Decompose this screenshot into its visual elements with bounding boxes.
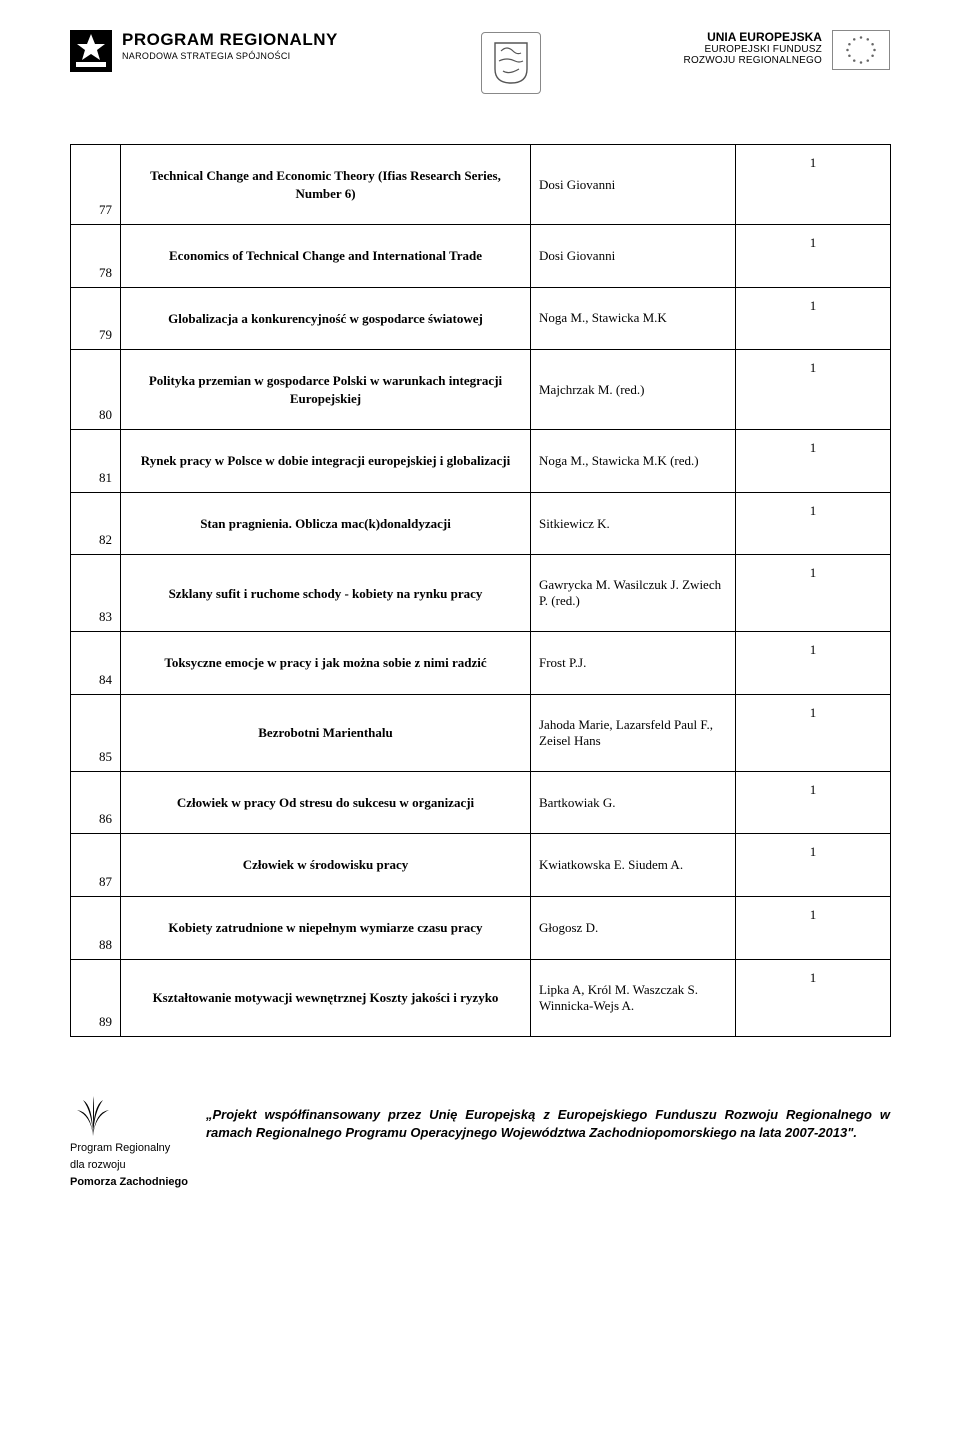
row-number: 81 [71,430,121,493]
row-number: 89 [71,959,121,1036]
row-title: Rynek pracy w Polsce w dobie integracji … [121,430,531,493]
data-table: 77Technical Change and Economic Theory (… [70,144,891,1037]
row-author: Lipka A, Król M. Waszczak S. Winnicka-We… [531,959,736,1036]
table-row: 87Człowiek w środowisku pracyKwiatkowska… [71,834,891,897]
table-row: 80Polityka przemian w gospodarce Polski … [71,350,891,430]
row-author: Gawrycka M. Wasilczuk J. Zwiech P. (red.… [531,555,736,632]
row-number: 78 [71,225,121,288]
program-regionalny-icon [70,30,112,72]
row-qty: 1 [736,834,891,897]
table-row: 89Kształtowanie motywacji wewnętrznej Ko… [71,959,891,1036]
header-right: UNIA EUROPEJSKA EUROPEJSKI FUNDUSZ ROZWO… [684,30,890,70]
footer-logo-line1: Program Regionalny [70,1142,170,1155]
header-subtitle: NARODOWA STRATEGIA SPÓJNOŚCI [122,51,338,61]
table-row: 77Technical Change and Economic Theory (… [71,145,891,225]
eu-title: UNIA EUROPEJSKA [684,30,822,44]
row-qty: 1 [736,771,891,834]
row-number: 86 [71,771,121,834]
row-qty: 1 [736,632,891,695]
row-qty: 1 [736,694,891,771]
row-qty: 1 [736,350,891,430]
row-title: Szklany sufit i ruchome schody - kobiety… [121,555,531,632]
row-number: 84 [71,632,121,695]
table-row: 79Globalizacja a konkurencyjność w gospo… [71,287,891,350]
row-qty: 1 [736,287,891,350]
row-title: Economics of Technical Change and Intern… [121,225,531,288]
row-number: 82 [71,492,121,555]
row-qty: 1 [736,959,891,1036]
row-qty: 1 [736,492,891,555]
coat-of-arms-icon [481,32,541,94]
leaf-icon [70,1092,116,1138]
footer-logo-line2: dla rozwoju [70,1159,126,1172]
row-title: Polityka przemian w gospodarce Polski w … [121,350,531,430]
row-title: Kształtowanie motywacji wewnętrznej Kosz… [121,959,531,1036]
row-title: Technical Change and Economic Theory (If… [121,145,531,225]
row-author: Frost P.J. [531,632,736,695]
table-row: 86Człowiek w pracy Od stresu do sukcesu … [71,771,891,834]
row-number: 87 [71,834,121,897]
row-number: 80 [71,350,121,430]
table-row: 78Economics of Technical Change and Inte… [71,225,891,288]
row-qty: 1 [736,145,891,225]
row-title: Globalizacja a konkurencyjność w gospoda… [121,287,531,350]
header-left-text: PROGRAM REGIONALNY NARODOWA STRATEGIA SP… [122,30,338,61]
footer-logo-line3: Pomorza Zachodniego [70,1176,188,1188]
row-number: 77 [71,145,121,225]
row-qty: 1 [736,555,891,632]
row-author: Noga M., Stawicka M.K [531,287,736,350]
table-row: 81Rynek pracy w Polsce w dobie integracj… [71,430,891,493]
table-row: 84Toksyczne emocje w pracy i jak można s… [71,632,891,695]
eu-sub1: EUROPEJSKI FUNDUSZ [684,44,822,55]
row-title: Kobiety zatrudnione w niepełnym wymiarze… [121,897,531,960]
row-author: Majchrzak M. (red.) [531,350,736,430]
row-author: Noga M., Stawicka M.K (red.) [531,430,736,493]
row-qty: 1 [736,897,891,960]
row-author: Bartkowiak G. [531,771,736,834]
footer-logo: Program Regionalny dla rozwoju Pomorza Z… [70,1092,188,1188]
row-title: Toksyczne emocje w pracy i jak można sob… [121,632,531,695]
row-author: Kwiatkowska E. Siudem A. [531,834,736,897]
eu-sub2: ROZWOJU REGIONALNEGO [684,55,822,66]
table-row: 83Szklany sufit i ruchome schody - kobie… [71,555,891,632]
row-author: Dosi Giovanni [531,145,736,225]
row-qty: 1 [736,225,891,288]
row-author: Jahoda Marie, Lazarsfeld Paul F., Zeisel… [531,694,736,771]
row-number: 83 [71,555,121,632]
table-row: 85Bezrobotni MarienthaluJahoda Marie, La… [71,694,891,771]
eu-flag-icon [832,30,890,70]
page-footer: Program Regionalny dla rozwoju Pomorza Z… [70,1092,890,1188]
row-title: Bezrobotni Marienthalu [121,694,531,771]
page-header: PROGRAM REGIONALNY NARODOWA STRATEGIA SP… [70,30,890,94]
row-author: Sitkiewicz K. [531,492,736,555]
table-row: 88Kobiety zatrudnione w niepełnym wymiar… [71,897,891,960]
row-number: 79 [71,287,121,350]
footer-text: „Projekt współfinansowany przez Unię Eur… [206,1092,890,1144]
table-row: 82Stan pragnienia. Oblicza mac(k)donaldy… [71,492,891,555]
header-left: PROGRAM REGIONALNY NARODOWA STRATEGIA SP… [70,30,338,72]
header-right-text: UNIA EUROPEJSKA EUROPEJSKI FUNDUSZ ROZWO… [684,30,822,66]
row-author: Dosi Giovanni [531,225,736,288]
row-number: 88 [71,897,121,960]
row-title: Stan pragnienia. Oblicza mac(k)donaldyza… [121,492,531,555]
row-author: Głogosz D. [531,897,736,960]
row-title: Człowiek w środowisku pracy [121,834,531,897]
row-qty: 1 [736,430,891,493]
row-number: 85 [71,694,121,771]
header-title: PROGRAM REGIONALNY [122,30,338,50]
row-title: Człowiek w pracy Od stresu do sukcesu w … [121,771,531,834]
